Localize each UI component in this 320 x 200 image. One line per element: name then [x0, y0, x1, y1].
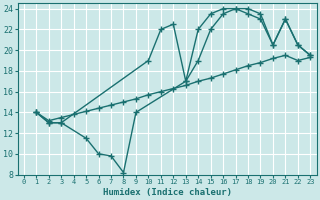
X-axis label: Humidex (Indice chaleur): Humidex (Indice chaleur) [103, 188, 232, 197]
